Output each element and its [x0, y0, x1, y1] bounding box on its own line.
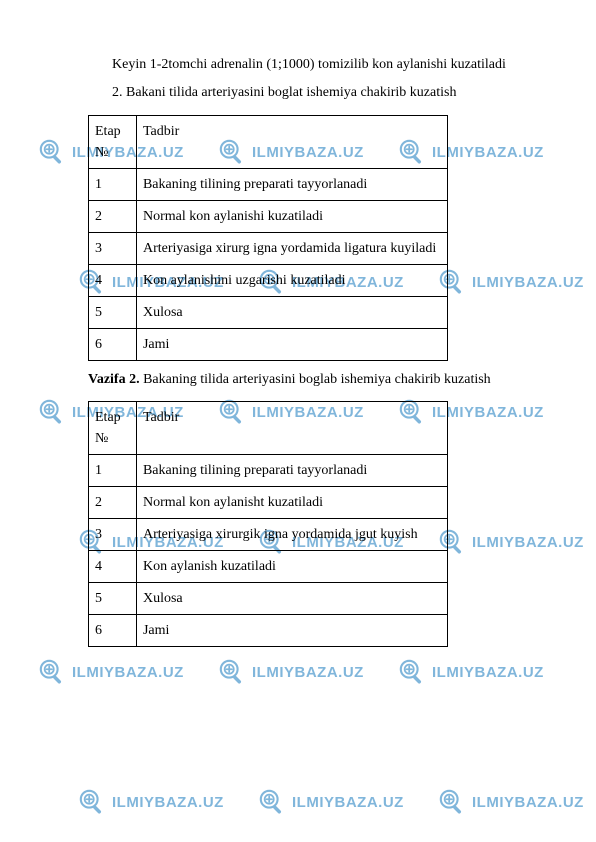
table-cell-num: 6	[89, 615, 137, 647]
table-cell-text: Arteriyasiga xirurgik igna yordamida jgu…	[136, 519, 447, 551]
table-cell-num: 2	[89, 487, 137, 519]
table-cell-text: Jami	[136, 615, 447, 647]
table-row: 2 Normal kon aylanisht kuzatiladi	[89, 487, 448, 519]
table-cell-num: 3	[89, 519, 137, 551]
document-page: Keyin 1-2tomchi adrenalin (1;1000) tomiz…	[0, 0, 596, 842]
table-cell-num: 4	[89, 551, 137, 583]
table-cell-text: Normal kon aylanisht kuzatiladi	[136, 487, 447, 519]
paragraph-1: Keyin 1-2tomchi adrenalin (1;1000) tomiz…	[88, 54, 524, 76]
vazifa-line: Vazifa 2. Bakaning tilida arteriyasini b…	[88, 369, 524, 391]
table-row: Etap № Tadbir	[89, 402, 448, 455]
table-row: 1 Bakaning tilining preparati tayyorlana…	[89, 455, 448, 487]
table-header-col2: Tadbir	[136, 115, 447, 168]
table-cell-num: 6	[89, 328, 137, 360]
table-row: 4 Kon aylanishini uzgarishi kuzatiladi	[89, 264, 448, 296]
paragraph-2: 2. Bakani tilida arteriyasini boglat ish…	[88, 82, 524, 104]
table-cell-num: 2	[89, 200, 137, 232]
table-row: 4 Kon aylanish kuzatiladi	[89, 551, 448, 583]
table-row: 3 Arteriyasiga xirurgik igna yordamida j…	[89, 519, 448, 551]
table-row: Etap № Tadbir	[89, 115, 448, 168]
table-cell-text: Normal kon aylanishi kuzatiladi	[136, 200, 447, 232]
table-cell-text: Xulosa	[136, 296, 447, 328]
table-cell-text: Jami	[136, 328, 447, 360]
table-row: 2 Normal kon aylanishi kuzatiladi	[89, 200, 448, 232]
table-cell-text: Arteriyasiga xirurg igna yordamida ligat…	[136, 232, 447, 264]
table-header-col1: Etap №	[89, 115, 137, 168]
table-header-col2: Tadbir	[136, 402, 447, 455]
table-row: 6 Jami	[89, 328, 448, 360]
table-row: 3 Arteriyasiga xirurg igna yordamida lig…	[89, 232, 448, 264]
table-row: 5 Xulosa	[89, 296, 448, 328]
table-cell-num: 5	[89, 296, 137, 328]
table-cell-num: 4	[89, 264, 137, 296]
table-2: Etap № Tadbir 1 Bakaning tilining prepar…	[88, 401, 448, 647]
table-cell-num: 3	[89, 232, 137, 264]
vazifa-label: Vazifa 2.	[88, 372, 140, 387]
table-cell-text: Kon aylanish kuzatiladi	[136, 551, 447, 583]
table-row: 6 Jami	[89, 615, 448, 647]
table-row: 1 Bakaning tilining preparati tayyorlana…	[89, 168, 448, 200]
vazifa-text: Bakaning tilida arteriyasini boglab ishe…	[140, 372, 491, 387]
table-cell-num: 1	[89, 455, 137, 487]
table-cell-text: Bakaning tilining preparati tayyorlanadi	[136, 168, 447, 200]
table-header-col1: Etap №	[89, 402, 137, 455]
table-cell-text: Xulosa	[136, 583, 447, 615]
table-cell-num: 5	[89, 583, 137, 615]
table-cell-text: Bakaning tilining preparati tayyorlanadi	[136, 455, 447, 487]
table-row: 5 Xulosa	[89, 583, 448, 615]
table-1: Etap № Tadbir 1 Bakaning tilining prepar…	[88, 115, 448, 361]
table-cell-text: Kon aylanishini uzgarishi kuzatiladi	[136, 264, 447, 296]
table-cell-num: 1	[89, 168, 137, 200]
